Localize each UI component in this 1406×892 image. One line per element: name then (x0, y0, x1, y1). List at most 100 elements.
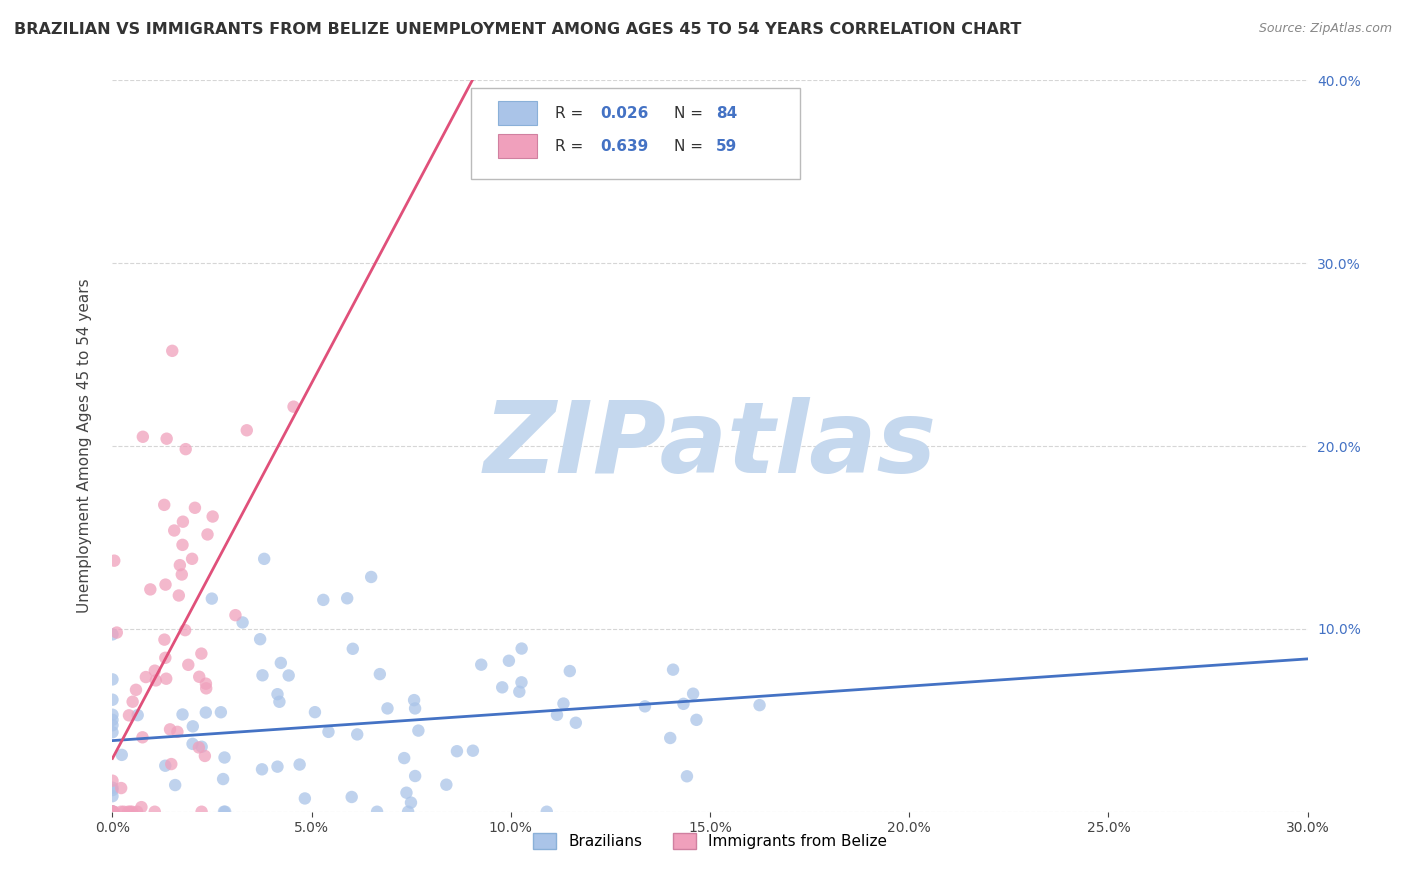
Point (103, 805, 125, 819)
Point (659, 731, 682, 745)
Point (212, 772, 235, 786)
Point (184, 500, 207, 515)
Point (101, 692, 124, 706)
Point (312, 593, 335, 607)
Point (236, 423, 259, 437)
Point (153, 632, 176, 647)
Point (143, 805, 166, 819)
Point (434, 778, 457, 792)
Point (155, 758, 177, 772)
Point (118, 708, 141, 723)
Point (121, 805, 143, 819)
Point (283, 400, 305, 414)
Point (135, 670, 157, 684)
Point (127, 708, 149, 723)
Point (252, 668, 274, 682)
Point (181, 719, 204, 733)
Point (270, 656, 292, 670)
Point (121, 695, 143, 709)
FancyBboxPatch shape (499, 135, 537, 158)
Point (174, 623, 197, 637)
Point (553, 697, 575, 711)
Point (101, 673, 124, 687)
Point (101, 805, 124, 819)
Text: 84: 84 (716, 105, 737, 120)
Point (187, 740, 209, 755)
Point (212, 805, 235, 819)
Point (101, 805, 124, 819)
Point (101, 805, 124, 819)
Point (143, 664, 166, 678)
Point (404, 701, 426, 715)
Text: R =: R = (554, 138, 588, 153)
Point (101, 718, 124, 732)
Text: R =: R = (554, 105, 588, 120)
Point (277, 668, 299, 682)
Point (304, 705, 326, 719)
Point (101, 805, 124, 819)
Point (181, 737, 204, 751)
Point (408, 723, 430, 738)
Point (360, 570, 382, 584)
Point (266, 687, 288, 701)
Point (404, 769, 426, 783)
FancyBboxPatch shape (499, 102, 537, 125)
Point (101, 707, 124, 722)
Point (105, 625, 128, 640)
Point (266, 759, 288, 773)
Point (197, 527, 219, 541)
Point (155, 672, 177, 686)
Point (111, 747, 134, 762)
Point (190, 647, 212, 661)
Point (536, 805, 558, 819)
Text: 0.026: 0.026 (600, 105, 648, 120)
Point (249, 632, 271, 647)
Point (195, 681, 218, 696)
Point (177, 657, 200, 672)
Point (510, 641, 533, 656)
Point (101, 773, 124, 788)
Point (232, 615, 254, 630)
Point (155, 650, 177, 665)
Point (399, 796, 422, 810)
Point (366, 805, 388, 819)
Point (167, 589, 190, 603)
FancyBboxPatch shape (471, 87, 800, 179)
Point (508, 684, 530, 698)
Point (250, 762, 273, 776)
Point (498, 654, 520, 668)
Point (269, 695, 291, 709)
Point (101, 805, 124, 819)
Point (214, 805, 236, 819)
Point (127, 805, 149, 819)
Point (396, 805, 419, 819)
Point (125, 682, 148, 697)
Point (132, 430, 155, 444)
Text: 59: 59 (716, 138, 737, 153)
Point (101, 805, 124, 819)
Point (748, 698, 770, 713)
Point (672, 697, 695, 711)
Point (131, 800, 153, 814)
Point (139, 582, 162, 597)
Point (162, 343, 184, 358)
Point (153, 498, 176, 512)
Point (368, 667, 391, 681)
Point (170, 567, 193, 582)
Point (101, 725, 124, 739)
Point (101, 783, 124, 797)
Point (662, 663, 685, 677)
Point (253, 552, 276, 566)
Point (510, 675, 533, 690)
Point (188, 670, 211, 684)
Point (201, 591, 224, 606)
Point (110, 780, 132, 795)
Point (346, 727, 368, 741)
Point (101, 805, 124, 819)
Text: N =: N = (675, 105, 709, 120)
Point (209, 705, 232, 719)
Point (336, 591, 359, 606)
Text: Source: ZipAtlas.com: Source: ZipAtlas.com (1258, 22, 1392, 36)
Point (377, 701, 399, 715)
Point (342, 641, 364, 656)
